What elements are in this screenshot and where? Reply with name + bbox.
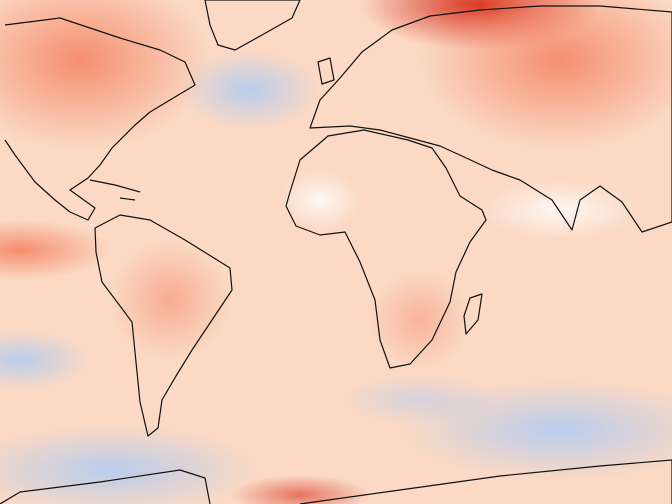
neutral-region — [480, 180, 640, 240]
neutral-region — [280, 170, 360, 230]
cool-region — [180, 50, 320, 130]
warm-region — [0, 220, 110, 280]
antarctica-east — [299, 459, 672, 504]
antarctica-west — [0, 469, 211, 504]
caribbean — [89, 179, 141, 201]
warm-region — [110, 240, 230, 360]
madagascar — [463, 293, 483, 335]
warm-region — [420, 0, 672, 150]
greenland — [204, 0, 301, 51]
north-america — [4, 17, 196, 221]
warm-region — [0, 0, 210, 150]
cool-region — [340, 375, 500, 425]
cool-region — [0, 330, 90, 390]
eurasia — [309, 5, 672, 233]
africa — [285, 129, 487, 369]
warm-region — [370, 270, 470, 370]
cool-region — [0, 425, 260, 504]
south-america — [94, 214, 233, 437]
uk — [317, 57, 335, 85]
hot-region — [230, 475, 370, 504]
